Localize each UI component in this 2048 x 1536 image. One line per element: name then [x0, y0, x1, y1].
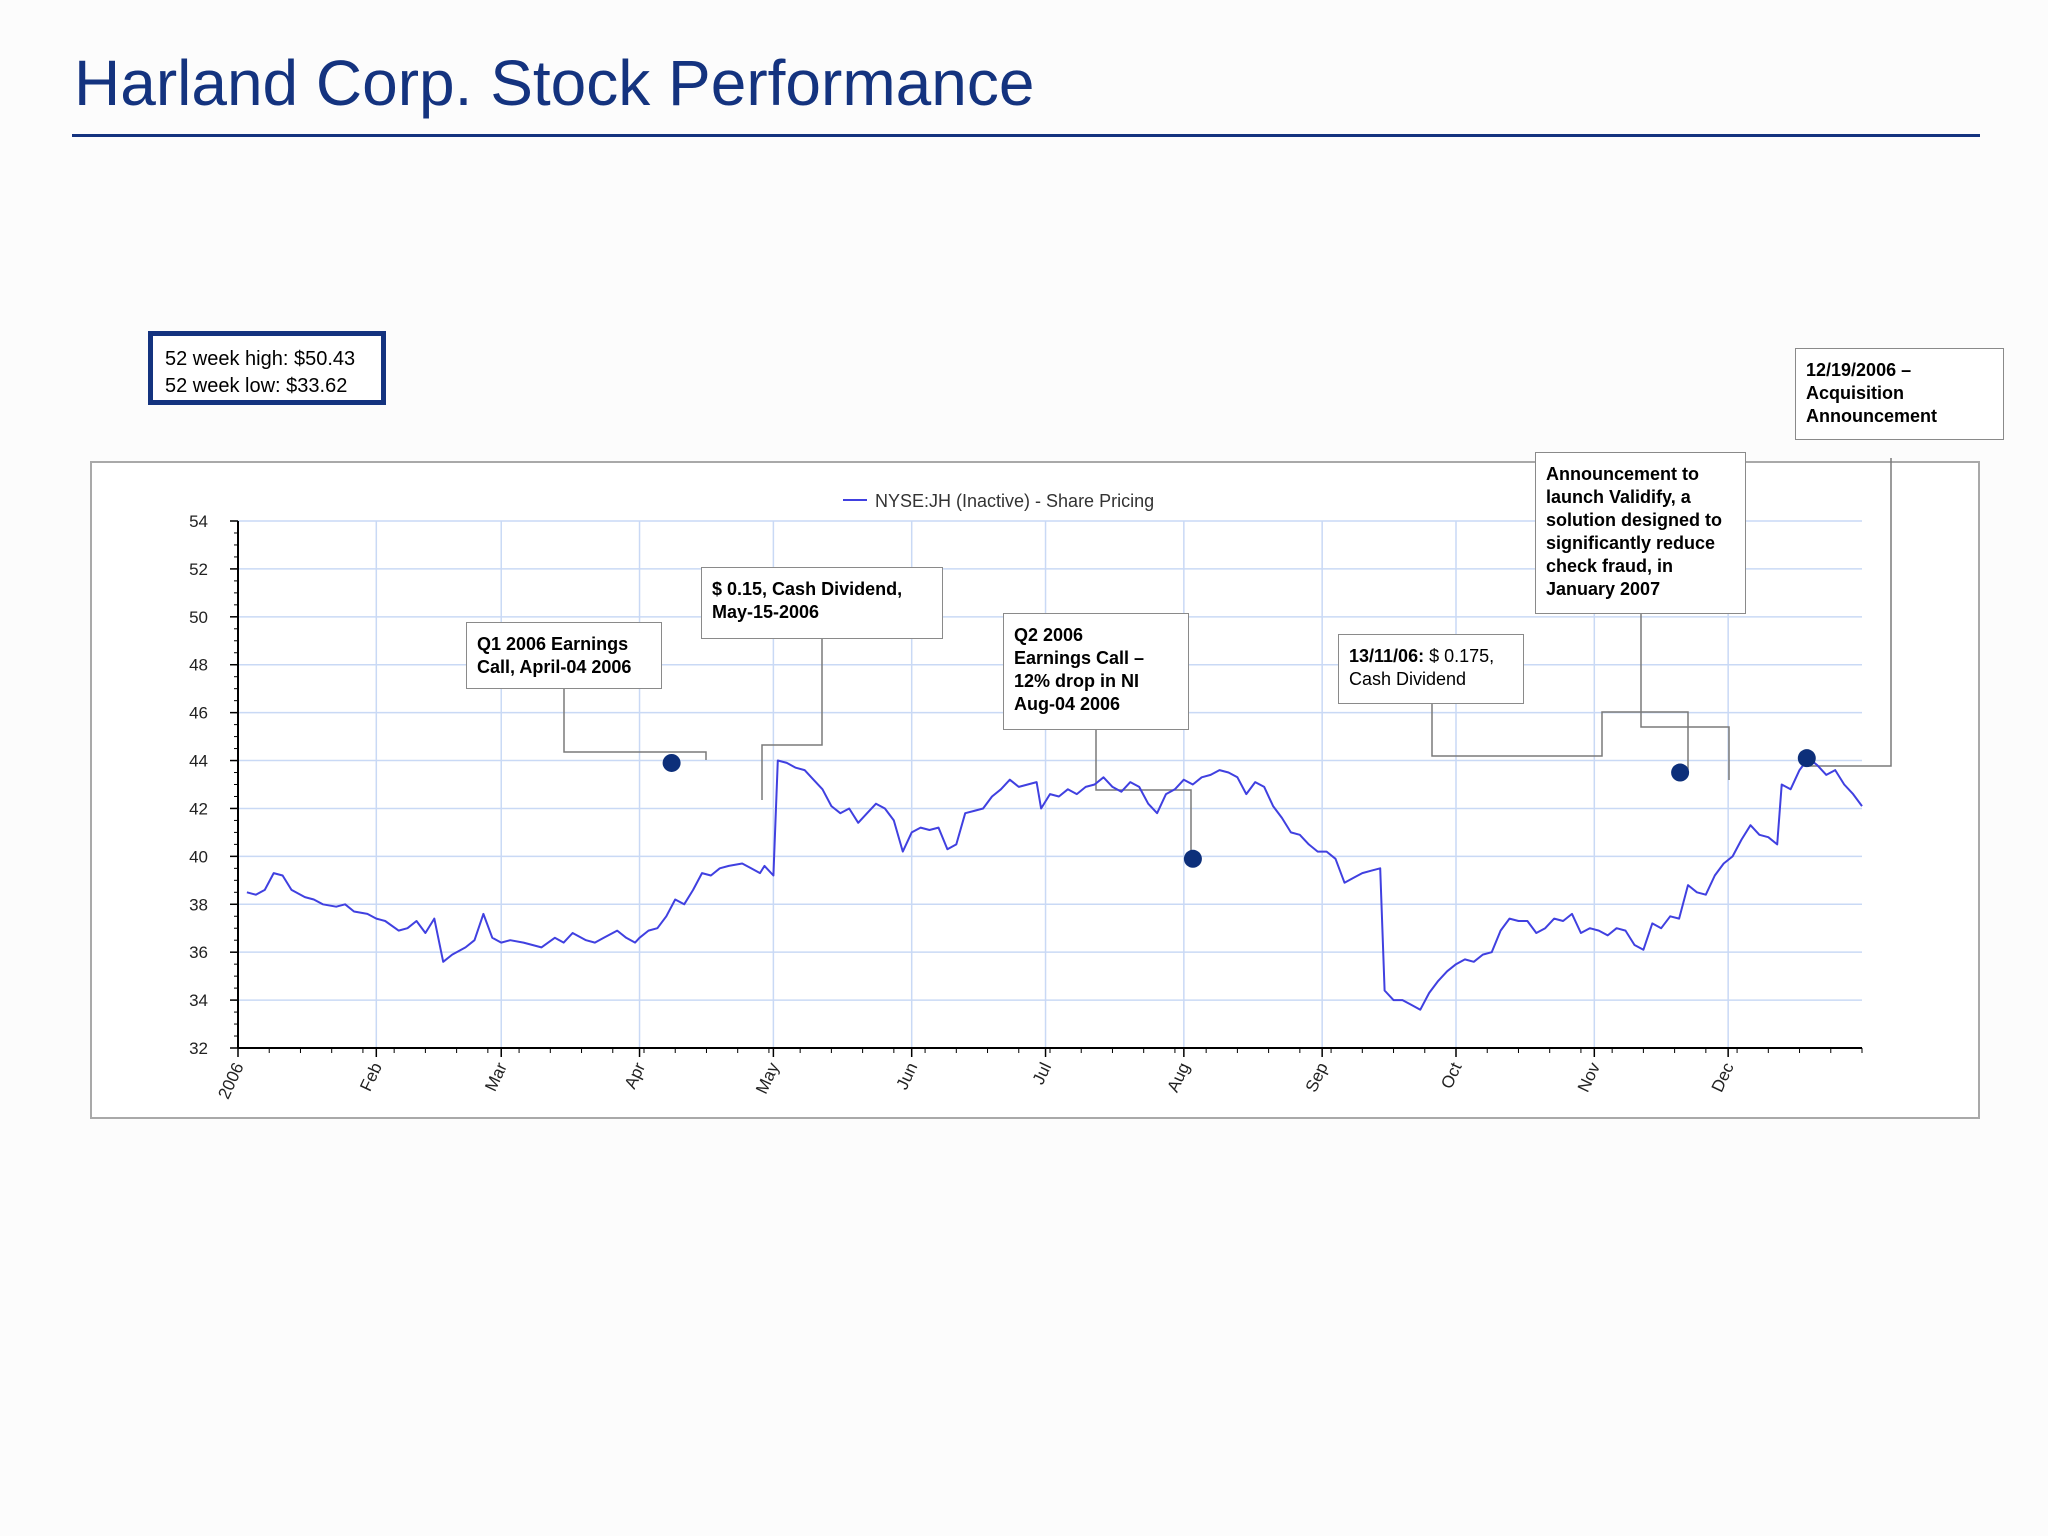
x-tick-label: Aug: [1163, 1060, 1193, 1095]
event-markers: [662, 749, 1816, 868]
x-tick-label: Sep: [1302, 1060, 1332, 1095]
annotation-connector: [761, 639, 823, 800]
annotation-connector: [1805, 458, 1892, 767]
y-tick-label: 38: [189, 895, 208, 914]
annotation-connector: [1431, 704, 1689, 770]
chart-legend: NYSE:JH (Inactive) - Share Pricing: [843, 491, 1154, 511]
event-marker-acquisition: [1797, 749, 1816, 768]
annotation-validify: Announcement to launch Validify, a solut…: [1535, 452, 1746, 614]
annotation-connector: [563, 689, 707, 760]
x-tick-label: Oct: [1437, 1059, 1466, 1091]
annotation-q2-earnings: Q2 2006 Earnings Call – 12% drop in NI A…: [1003, 613, 1189, 730]
y-tick-label: 46: [189, 704, 208, 723]
series-line: [246, 757, 1863, 1011]
x-tick-label: Dec: [1708, 1059, 1738, 1095]
y-tick-label: 48: [189, 656, 208, 675]
annotation-dividend-nov: 13/11/06: $ 0.175, Cash Dividend: [1338, 634, 1524, 704]
x-tick-label: Jul: [1029, 1060, 1055, 1088]
page-title: Harland Corp. Stock Performance: [74, 47, 1035, 119]
x-tick-label: 2006: [214, 1060, 247, 1102]
y-tick-label: 36: [189, 943, 208, 962]
x-tick-label: Feb: [356, 1060, 386, 1095]
52-week-high: 52 week high: $50.43: [165, 348, 356, 370]
event-marker-dividend_nov: [1671, 763, 1690, 782]
y-tick-label: 42: [189, 799, 208, 818]
52-week-low: 52 week low: $33.62: [165, 375, 348, 397]
y-tick-label: 44: [189, 752, 208, 771]
y-tick-label: 40: [189, 847, 208, 866]
x-tick-label: Mar: [481, 1059, 511, 1094]
annotation-connector: [1095, 730, 1192, 860]
annotation-acquisition: 12/19/2006 – Acquisition Announcement: [1795, 348, 2004, 440]
y-tick-label: 50: [189, 608, 208, 627]
annotation-q1-earnings: Q1 2006 Earnings Call, April-04 2006: [466, 622, 662, 689]
y-tick-label: 54: [189, 512, 208, 531]
x-tick-label: Nov: [1574, 1059, 1604, 1095]
annotation-connectors: [563, 458, 1892, 860]
event-marker-q2_earnings: [1183, 849, 1202, 868]
x-tick-label: Apr: [621, 1059, 650, 1091]
price-series: [246, 757, 1863, 1011]
annotation-dividend-may: $ 0.15, Cash Dividend, May-15-2006: [701, 567, 943, 639]
y-tick-label: 52: [189, 560, 208, 579]
y-tick-label: 32: [189, 1039, 208, 1058]
x-tick-label: May: [752, 1059, 783, 1097]
x-tick-label: Jun: [893, 1060, 922, 1093]
y-tick-label: 34: [189, 991, 208, 1010]
52-week-range-box: 52 week high: $50.43 52 week low: $33.62: [148, 331, 386, 405]
event-marker-q1_earnings: [662, 753, 681, 772]
title-divider: [72, 134, 1980, 137]
annotation-connector: [1640, 614, 1730, 780]
legend-label: NYSE:JH (Inactive) - Share Pricing: [875, 491, 1154, 511]
